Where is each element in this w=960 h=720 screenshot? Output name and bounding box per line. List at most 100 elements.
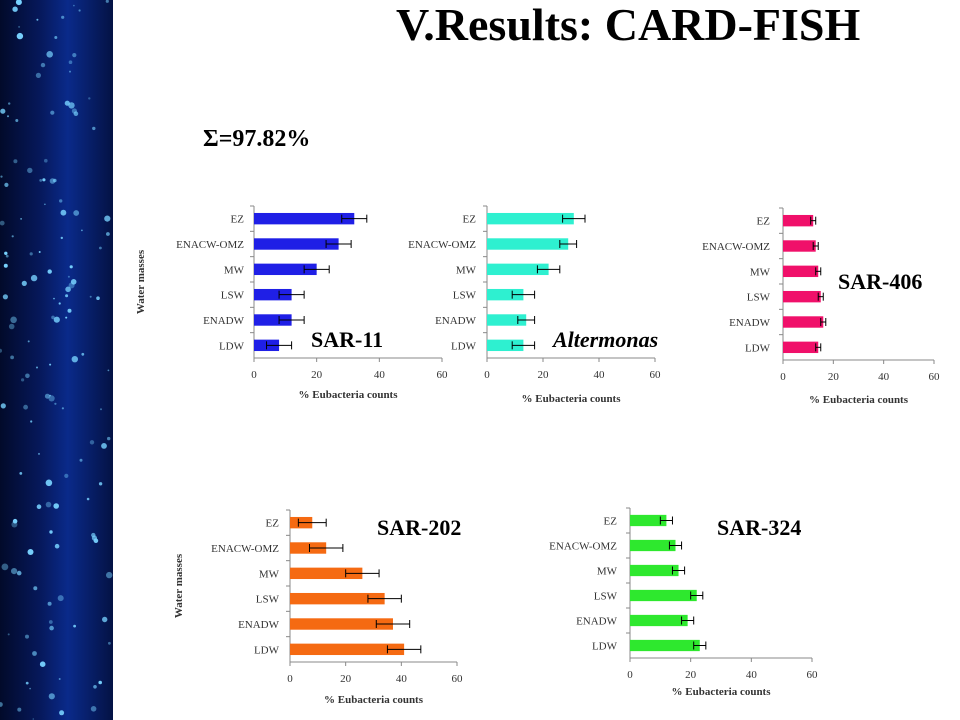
bar [254, 212, 355, 225]
cell-spot [49, 178, 56, 184]
cell-spot [107, 369, 110, 372]
cell-spot [15, 0, 22, 6]
category-label: LSW [594, 591, 618, 603]
cell-spot [21, 280, 27, 286]
cell-spot [25, 634, 29, 639]
bar [290, 592, 385, 605]
cell-spot [20, 218, 22, 220]
bar [630, 589, 697, 602]
cell-spot [0, 220, 5, 226]
category-label: MW [259, 568, 280, 580]
x-tick-label: 40 [374, 369, 386, 381]
cell-spot [39, 179, 43, 182]
category-label: ENACW-OMZ [211, 543, 279, 555]
cell-spot [51, 315, 55, 320]
cell-spot [49, 363, 52, 366]
cell-spot [0, 348, 2, 353]
cell-spot [73, 624, 76, 628]
cell-spot [58, 678, 61, 680]
cell-spot [70, 279, 77, 285]
cell-spot [1, 563, 9, 571]
bar [630, 614, 688, 627]
cell-spot [17, 707, 22, 712]
bar [290, 542, 327, 554]
x-tick-label: 40 [594, 369, 606, 381]
cell-spot [47, 269, 52, 274]
microscopy-image [0, 0, 113, 720]
bar [254, 288, 292, 301]
bar [487, 263, 549, 276]
x-tick-label: 40 [746, 669, 758, 681]
cell-spot [23, 404, 28, 410]
cell-spot [42, 178, 46, 182]
cell-spot [57, 595, 64, 602]
cell-spot [65, 294, 69, 298]
cell-spot [99, 246, 102, 250]
x-tick-label: 60 [650, 369, 662, 381]
x-tick-label: 60 [452, 673, 464, 685]
category-label: LDW [592, 641, 618, 653]
cell-spot [44, 393, 50, 399]
cell-spot [44, 158, 48, 163]
category-label: LDW [219, 340, 245, 352]
bar [630, 639, 700, 652]
bar [783, 240, 816, 252]
cell-spot [69, 70, 71, 73]
chart-name-label: Altermonas [551, 327, 658, 352]
bar [254, 314, 292, 326]
cell-spot [10, 316, 17, 324]
cell-spot [61, 407, 64, 410]
cell-spot [8, 102, 11, 105]
cell-spot [40, 62, 46, 68]
category-label: ENADW [238, 619, 280, 631]
y-axis-label: Water masses [173, 553, 185, 618]
cell-spot [5, 254, 9, 258]
x-tick-label: 60 [807, 669, 819, 681]
bar [487, 212, 574, 225]
cell-spot [50, 110, 55, 115]
cell-spot [68, 282, 75, 289]
cell-spot [89, 440, 95, 445]
bar [630, 514, 667, 527]
cell-spot [102, 616, 108, 623]
cell-spot [59, 199, 63, 203]
cell-spot [86, 497, 90, 501]
cell-spot [18, 25, 21, 28]
cell-spot [78, 9, 81, 12]
cell-spot [36, 504, 42, 510]
cell-spot [12, 6, 18, 12]
cell-spot [0, 702, 3, 707]
x-tick-label: 20 [538, 369, 550, 381]
bar [290, 567, 363, 580]
chart-name-label: SAR-11 [311, 327, 383, 352]
cell-spot [60, 209, 67, 216]
cell-spot [25, 373, 30, 379]
cell-spot [54, 36, 58, 39]
cell-spot [0, 108, 6, 114]
bar [630, 539, 676, 552]
category-label: ENACW-OMZ [702, 241, 770, 253]
cell-spot [92, 126, 96, 131]
x-axis-label: % Eubacteria counts [809, 394, 909, 406]
cell-spot [47, 601, 52, 606]
cell-spot [53, 316, 60, 323]
cell-spot [93, 685, 97, 689]
category-label: EZ [266, 518, 280, 530]
category-label: LDW [745, 342, 771, 354]
cell-spot [16, 32, 24, 40]
cell-spot [88, 97, 91, 100]
cell-spot [4, 251, 8, 255]
category-label: ENADW [576, 616, 618, 628]
cell-spot [38, 452, 40, 455]
cell-spot [38, 251, 41, 253]
cell-spot [2, 294, 8, 300]
category-label: MW [456, 264, 477, 276]
bar [487, 288, 524, 301]
cell-spot [12, 518, 18, 524]
category-label: MW [597, 566, 618, 578]
bar [290, 643, 405, 656]
x-tick-label: 60 [437, 369, 449, 381]
slide-title: V.Results: CARD-FISH [396, 0, 861, 50]
x-tick-label: 60 [929, 371, 941, 383]
cell-spot [11, 568, 18, 575]
